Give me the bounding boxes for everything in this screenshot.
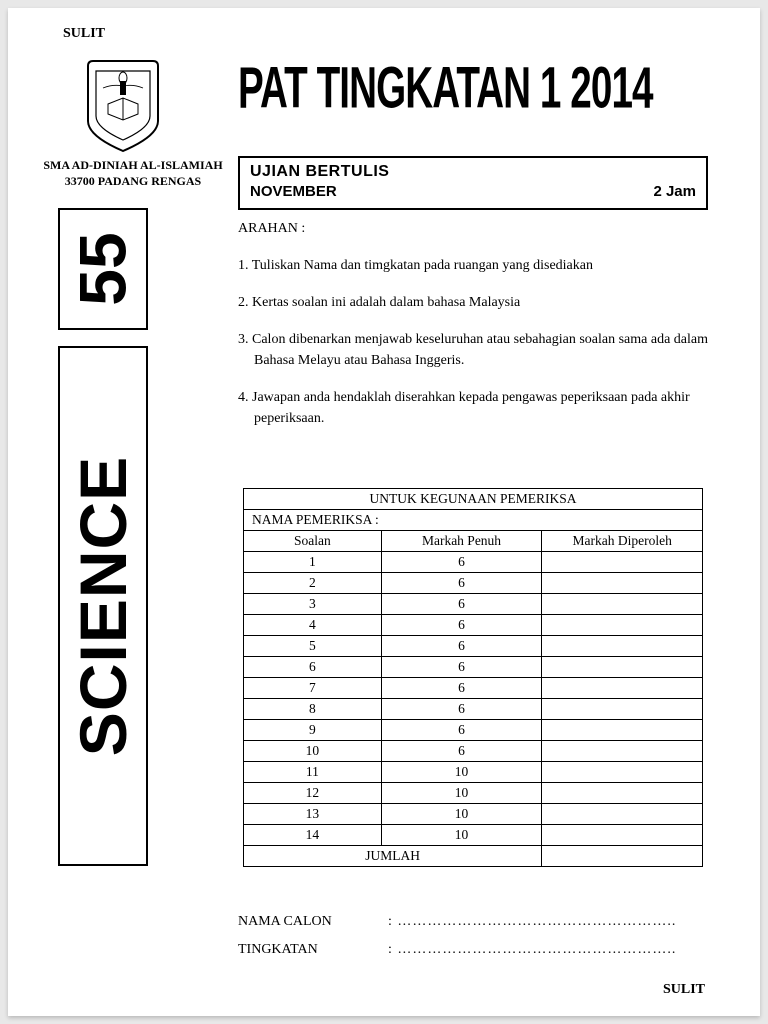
- table-row: 76: [244, 678, 703, 699]
- cell-penuh: 6: [381, 720, 542, 741]
- cell-soalan: 5: [244, 636, 382, 657]
- main-title: PAT TINGKATAN 1 2014: [238, 54, 653, 121]
- cell-soalan: 8: [244, 699, 382, 720]
- cell-soalan: 9: [244, 720, 382, 741]
- marks-table: UNTUK KEGUNAAN PEMERIKSA NAMA PEMERIKSA …: [243, 488, 703, 867]
- cell-diperoleh: [542, 762, 703, 783]
- cell-penuh: 10: [381, 825, 542, 846]
- exam-info-box: UJIAN BERTULIS NOVEMBER 2 Jam: [238, 156, 708, 210]
- table-row: 66: [244, 657, 703, 678]
- col-penuh: Markah Penuh: [381, 531, 542, 552]
- cell-soalan: 12: [244, 783, 382, 804]
- instruction-item: 3. Calon dibenarkan menjawab keseluruhan…: [238, 329, 708, 371]
- subject-code: 55: [65, 232, 141, 305]
- table-row: 96: [244, 720, 703, 741]
- cell-penuh: 6: [381, 573, 542, 594]
- candidate-fields: NAMA CALON : ……………………………………………….. TINGKA…: [238, 908, 676, 964]
- cell-diperoleh: [542, 573, 703, 594]
- cell-penuh: 6: [381, 657, 542, 678]
- subject-name-box: SCIENCE: [58, 346, 148, 866]
- school-info: SMA AD-DINIAH AL-ISLAMIAH 33700 PADANG R…: [38, 158, 228, 189]
- cell-diperoleh: [542, 804, 703, 825]
- table-row: 46: [244, 615, 703, 636]
- instructions-section: ARAHAN : 1. Tuliskan Nama dan timgkatan …: [238, 218, 708, 445]
- instruction-item: 1. Tuliskan Nama dan timgkatan pada ruan…: [238, 255, 708, 276]
- cell-penuh: 6: [381, 636, 542, 657]
- school-address: 33700 PADANG RENGAS: [38, 174, 228, 190]
- cell-diperoleh: [542, 552, 703, 573]
- nama-label: NAMA CALON: [238, 908, 388, 936]
- table-row: 1210: [244, 783, 703, 804]
- school-logo: [78, 56, 168, 156]
- table-row: 26: [244, 573, 703, 594]
- cell-penuh: 6: [381, 552, 542, 573]
- subject-code-box: 55: [58, 208, 148, 330]
- cell-diperoleh: [542, 741, 703, 762]
- total-value: [542, 846, 703, 867]
- cell-soalan: 2: [244, 573, 382, 594]
- school-name: SMA AD-DINIAH AL-ISLAMIAH: [38, 158, 228, 174]
- tingkatan-label: TINGKATAN: [238, 936, 388, 964]
- instructions-label: ARAHAN :: [238, 218, 708, 239]
- exam-cover-page: SULIT SMA AD-DINIAH AL-ISLAMIAH 33700 PA…: [8, 8, 760, 1016]
- examiner-name-row: NAMA PEMERIKSA :: [244, 510, 703, 531]
- cell-penuh: 6: [381, 741, 542, 762]
- table-row: 86: [244, 699, 703, 720]
- cell-diperoleh: [542, 825, 703, 846]
- cell-penuh: 10: [381, 804, 542, 825]
- cell-soalan: 7: [244, 678, 382, 699]
- cell-diperoleh: [542, 636, 703, 657]
- exam-type: UJIAN BERTULIS: [250, 163, 696, 181]
- nama-dots: : ………………………………………………..: [388, 908, 676, 936]
- cell-soalan: 13: [244, 804, 382, 825]
- cell-penuh: 10: [381, 783, 542, 804]
- table-title: UNTUK KEGUNAAN PEMERIKSA: [244, 489, 703, 510]
- cell-penuh: 6: [381, 615, 542, 636]
- classification-bottom: SULIT: [663, 982, 705, 998]
- classification-top: SULIT: [63, 26, 105, 42]
- cell-diperoleh: [542, 657, 703, 678]
- cell-diperoleh: [542, 783, 703, 804]
- tingkatan-dots: : ………………………………………………..: [388, 936, 676, 964]
- cell-soalan: 3: [244, 594, 382, 615]
- cell-soalan: 14: [244, 825, 382, 846]
- instruction-item: 2. Kertas soalan ini adalah dalam bahasa…: [238, 292, 708, 313]
- table-row: 36: [244, 594, 703, 615]
- cell-diperoleh: [542, 699, 703, 720]
- table-row: 1410: [244, 825, 703, 846]
- table-row: 1110: [244, 762, 703, 783]
- cell-soalan: 6: [244, 657, 382, 678]
- cell-diperoleh: [542, 678, 703, 699]
- exam-month: NOVEMBER: [250, 183, 337, 200]
- cell-penuh: 10: [381, 762, 542, 783]
- col-soalan: Soalan: [244, 531, 382, 552]
- cell-soalan: 10: [244, 741, 382, 762]
- col-diperoleh: Markah Diperoleh: [542, 531, 703, 552]
- cell-diperoleh: [542, 594, 703, 615]
- total-label: JUMLAH: [244, 846, 542, 867]
- subject-name: SCIENCE: [65, 456, 141, 756]
- table-row: 106: [244, 741, 703, 762]
- cell-penuh: 6: [381, 699, 542, 720]
- cell-penuh: 6: [381, 678, 542, 699]
- table-row: 16: [244, 552, 703, 573]
- table-row: 1310: [244, 804, 703, 825]
- cell-diperoleh: [542, 615, 703, 636]
- table-row: 56: [244, 636, 703, 657]
- exam-duration: 2 Jam: [653, 183, 696, 200]
- cell-soalan: 11: [244, 762, 382, 783]
- cell-penuh: 6: [381, 594, 542, 615]
- cell-diperoleh: [542, 720, 703, 741]
- cell-soalan: 1: [244, 552, 382, 573]
- instruction-item: 4. Jawapan anda hendaklah diserahkan kep…: [238, 387, 708, 429]
- cell-soalan: 4: [244, 615, 382, 636]
